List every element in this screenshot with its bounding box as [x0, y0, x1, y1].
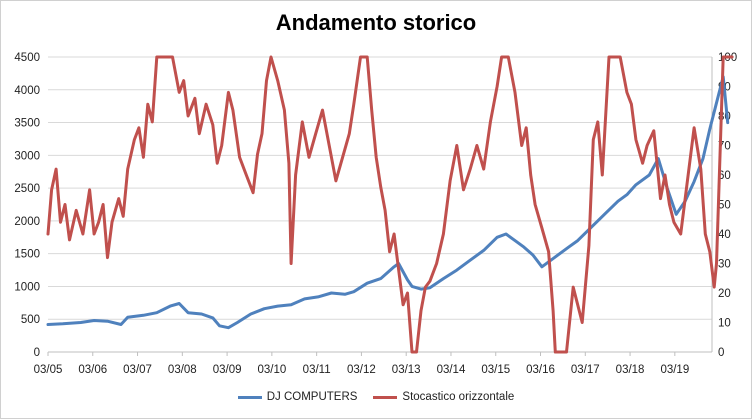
y-right-tick-label: 30 — [718, 259, 731, 271]
y-right-tick-label: 50 — [718, 200, 731, 212]
y-right-tick-label: 60 — [718, 170, 731, 182]
x-tick-label: 03/13 — [392, 364, 421, 376]
legend-item-dj-computers: DJ COMPUTERS — [237, 391, 358, 403]
legend-label-dj-computers: DJ COMPUTERS — [266, 391, 358, 403]
y-left-tick-label: 500 — [21, 314, 40, 326]
x-tick-label: 03/15 — [481, 364, 510, 376]
y-left-tick-label: 3500 — [14, 118, 40, 130]
x-tick-label: 03/12 — [347, 364, 376, 376]
legend-swatch-dj-computers — [237, 395, 262, 399]
series-layer — [46, 55, 734, 354]
y-left-tick-label: 3000 — [14, 150, 40, 162]
x-tick-label: 03/16 — [526, 364, 555, 376]
x-tick-label: 03/11 — [303, 364, 331, 376]
x-tick-label: 03/10 — [257, 364, 286, 376]
y-right-tick-label: 40 — [718, 229, 731, 241]
x-tick-label: 03/18 — [616, 364, 645, 376]
series-line-stocastico — [46, 55, 734, 354]
x-tick-label: 03/08 — [168, 364, 197, 376]
y-right-tick-label: 20 — [718, 288, 731, 300]
y-left-tick-label: 1500 — [14, 249, 40, 261]
x-tick-label: 03/05 — [34, 364, 63, 376]
x-tick-label: 03/17 — [571, 364, 600, 376]
y-left-tick-label: 2500 — [14, 183, 40, 195]
legend-label-stocastico: Stocastico orizzontale — [402, 391, 515, 403]
series-line-dj-computers — [46, 75, 730, 330]
x-tick-label: 03/09 — [213, 364, 242, 376]
legend: DJ COMPUTERS Stocastico orizzontale — [0, 391, 752, 403]
left-axis-ticks: 0 500 1000 1500 2000 2500 3000 3500 4000 4500 — [14, 52, 40, 359]
x-tick-label: 03/14 — [437, 364, 466, 376]
y-right-tick-label: 10 — [718, 318, 731, 330]
chart-title: Andamento storico — [275, 10, 477, 35]
x-tick-label: 03/19 — [660, 364, 689, 376]
y-left-tick-label: 4000 — [14, 85, 40, 97]
y-left-tick-label: 4500 — [14, 52, 40, 64]
y-right-tick-label: 0 — [718, 347, 724, 359]
legend-swatch-stocastico — [373, 395, 398, 399]
legend-item-stocastico: Stocastico orizzontale — [373, 391, 514, 403]
y-left-tick-label: 0 — [34, 347, 40, 359]
y-left-tick-label: 1000 — [14, 281, 40, 293]
x-axis-ticks: 03/05 03/06 03/07 03/08 03/09 03/10 03/11 03/12… — [34, 352, 689, 376]
y-left-tick-label: 2000 — [14, 216, 40, 228]
gridlines — [48, 56, 713, 353]
x-tick-label: 03/07 — [123, 364, 152, 376]
x-tick-label: 03/06 — [78, 364, 107, 376]
